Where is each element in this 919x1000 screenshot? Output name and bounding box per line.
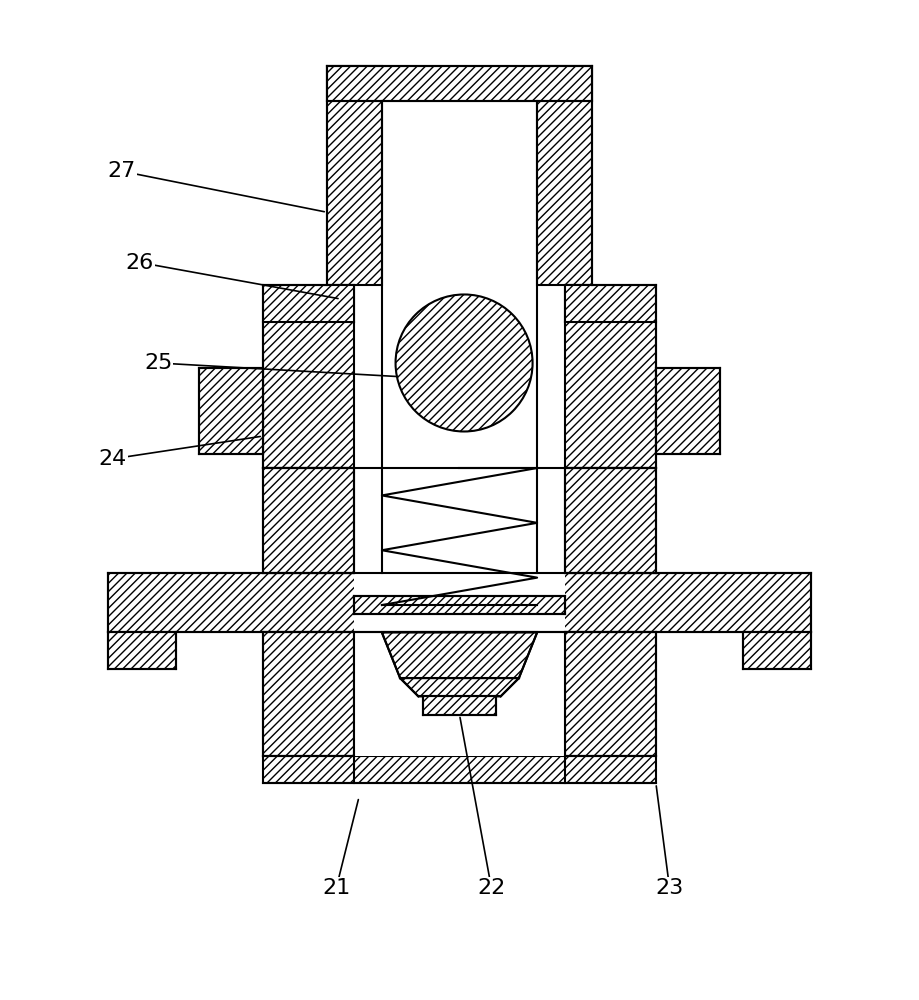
Text: 27: 27 [108, 161, 136, 181]
Bar [263, 468, 355, 573]
Bar [743, 632, 811, 669]
Bar [263, 632, 355, 756]
Text: 21: 21 [322, 878, 350, 898]
Bar [199, 368, 263, 454]
Bar [355, 632, 564, 756]
Bar [327, 66, 592, 101]
Bar [263, 756, 656, 783]
Bar [355, 596, 564, 614]
Bar [564, 285, 656, 468]
Polygon shape [400, 678, 519, 696]
Bar [355, 101, 564, 573]
Bar [108, 573, 811, 632]
Text: 22: 22 [477, 878, 505, 898]
Bar [327, 66, 382, 285]
Circle shape [395, 294, 533, 431]
Bar [564, 468, 656, 573]
Text: 23: 23 [655, 878, 684, 898]
Bar [108, 632, 176, 669]
Bar [564, 285, 592, 322]
Bar [537, 66, 592, 285]
Bar [656, 368, 720, 454]
Bar [327, 285, 355, 322]
Bar [564, 632, 656, 756]
Text: 25: 25 [144, 353, 172, 373]
Polygon shape [382, 632, 537, 678]
Text: 24: 24 [98, 449, 127, 469]
Bar [263, 285, 355, 468]
Bar [355, 573, 564, 669]
Bar [423, 696, 496, 715]
Text: 26: 26 [126, 253, 153, 273]
